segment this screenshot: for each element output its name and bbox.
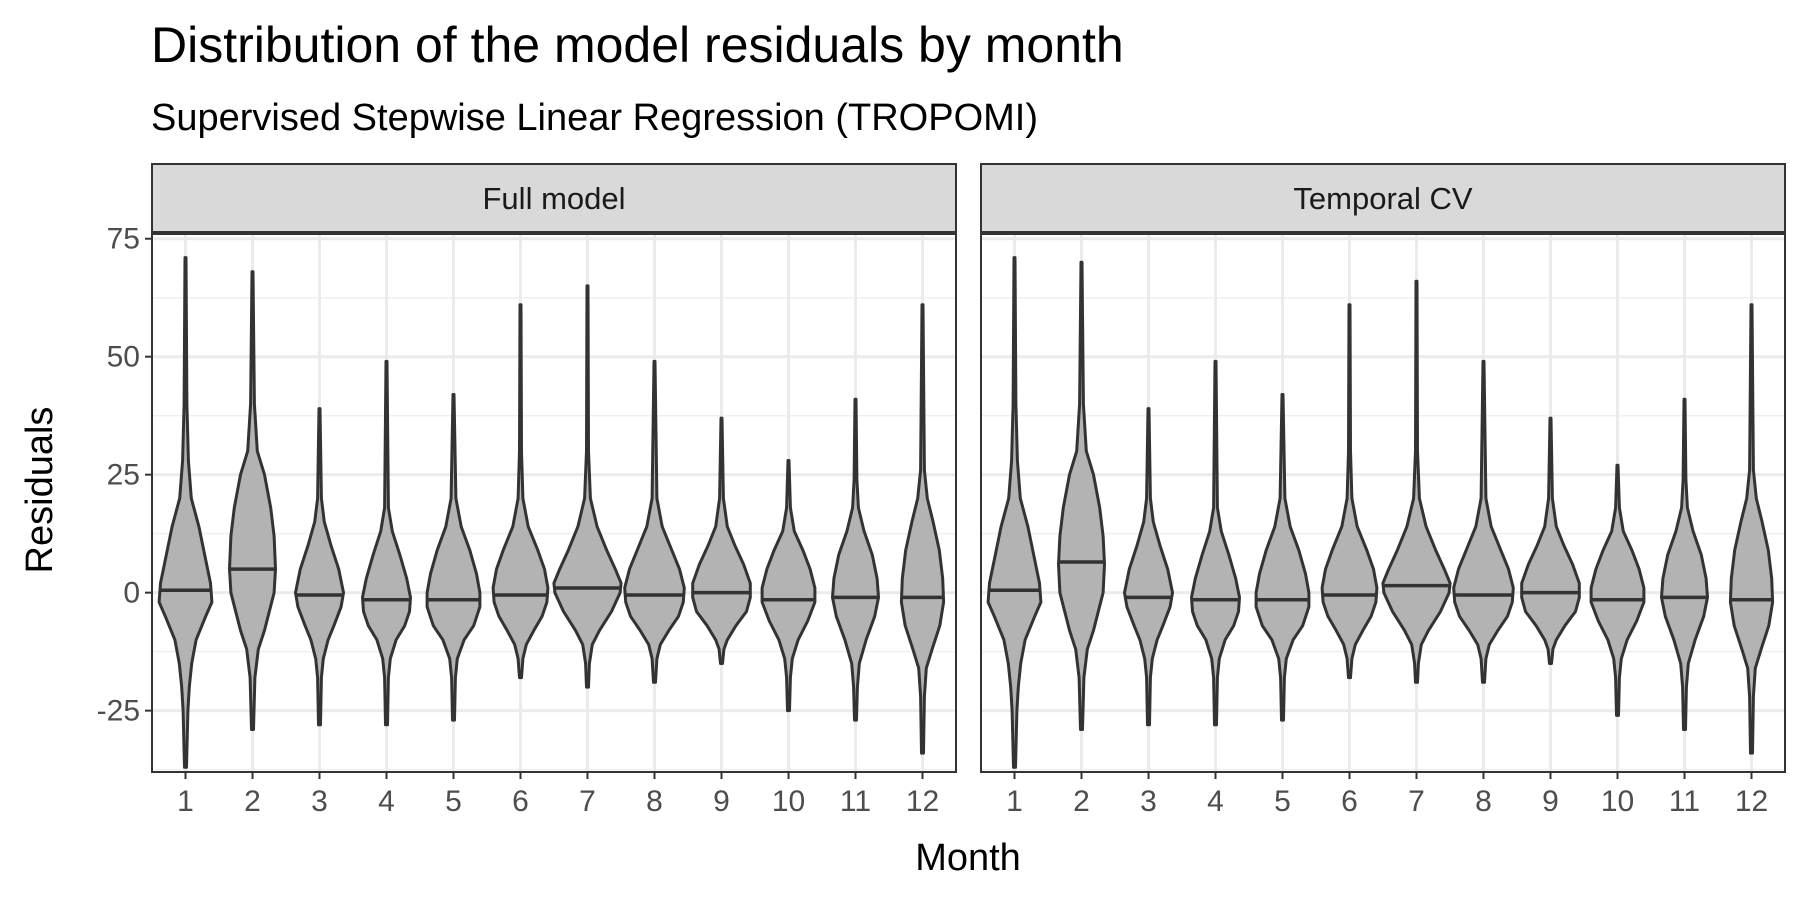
facet-panel: Temporal CV	[980, 163, 1786, 773]
violin-month-9	[691, 416, 752, 665]
chart-title: Distribution of the model residuals by m…	[151, 17, 1124, 73]
violin-month-4	[1190, 359, 1241, 727]
violin-month-11	[831, 397, 880, 722]
x-tick-label: 5	[1274, 785, 1291, 818]
panel-border	[980, 233, 1786, 773]
facet-panel: Full model	[151, 163, 957, 773]
facet-strip-label: Full model	[483, 181, 626, 216]
facet-strip-label: Temporal CV	[1293, 181, 1472, 216]
violin-month-10	[760, 459, 817, 713]
violin-month-11	[1660, 397, 1709, 731]
x-axis-title: Month	[915, 837, 1021, 879]
violin-month-8	[1452, 359, 1515, 684]
violin-month-1	[986, 256, 1043, 769]
y-axis-title: Residuals	[19, 407, 61, 574]
violin-month-10	[1589, 463, 1646, 717]
x-tick-label: 1	[177, 785, 194, 818]
x-tick-label: 8	[646, 785, 663, 818]
x-tick-label: 4	[1207, 785, 1224, 818]
facet-strip	[151, 163, 957, 233]
violin-month-2	[228, 270, 277, 731]
x-tick-label: 9	[713, 785, 730, 818]
x-tick-label: 12	[906, 785, 939, 818]
y-tick-label: 25	[107, 459, 140, 492]
x-tick-label: 4	[378, 785, 395, 818]
panel-background	[981, 234, 1785, 772]
violin-month-12	[1728, 303, 1775, 755]
x-tick-label: 11	[1669, 785, 1700, 818]
x-tick-label: 3	[311, 785, 328, 818]
violin-month-7	[1381, 279, 1452, 684]
violin-month-5	[425, 393, 482, 722]
x-tick-labels: 1 2 3 4 5 6 7 8 9 10 11 12 1 2 3 4 5 6 7 8 9 10 11 12	[177, 772, 1768, 818]
x-tick-label: 2	[244, 785, 261, 818]
y-tick-label: 50	[107, 341, 140, 374]
x-tick-label: 6	[1341, 785, 1358, 818]
x-tick-label: 2	[1073, 785, 1090, 818]
panel-border	[151, 233, 957, 773]
x-tick-label: 12	[1735, 785, 1768, 818]
violin-month-6	[1320, 303, 1379, 680]
violin-month-6	[491, 303, 550, 680]
y-tick-label: -25	[97, 695, 140, 728]
facet-panels: Full model Temporal CV	[151, 163, 1786, 773]
x-tick-label: 6	[512, 785, 529, 818]
x-tick-label: 7	[1408, 785, 1425, 818]
violin-month-2	[1057, 260, 1106, 731]
x-tick-label: 11	[840, 785, 871, 818]
x-tick-label: 8	[1475, 785, 1492, 818]
violin-month-12	[899, 303, 946, 755]
y-tick-label: 75	[107, 223, 140, 256]
x-tick-label: 3	[1140, 785, 1157, 818]
x-tick-label: 9	[1542, 785, 1559, 818]
violin-month-8	[623, 359, 686, 684]
y-tick-label: 0	[123, 577, 140, 610]
violin-month-1	[157, 256, 214, 769]
violin-month-5	[1254, 393, 1311, 722]
x-tick-label: 10	[772, 785, 805, 818]
violin-month-3	[1123, 407, 1174, 727]
x-tick-label: 1	[1006, 785, 1023, 818]
x-tick-label: 7	[579, 785, 596, 818]
x-tick-label: 5	[445, 785, 462, 818]
y-tick-labels: -25 0 25 50 75	[97, 223, 152, 728]
chart-subtitle: Supervised Stepwise Linear Regression (T…	[151, 97, 1038, 139]
violin-month-4	[361, 359, 412, 727]
x-tick-label: 10	[1601, 785, 1634, 818]
violin-month-9	[1520, 416, 1581, 665]
violin-month-3	[294, 407, 345, 727]
panel-background	[152, 234, 956, 772]
facet-strip	[980, 163, 1786, 233]
